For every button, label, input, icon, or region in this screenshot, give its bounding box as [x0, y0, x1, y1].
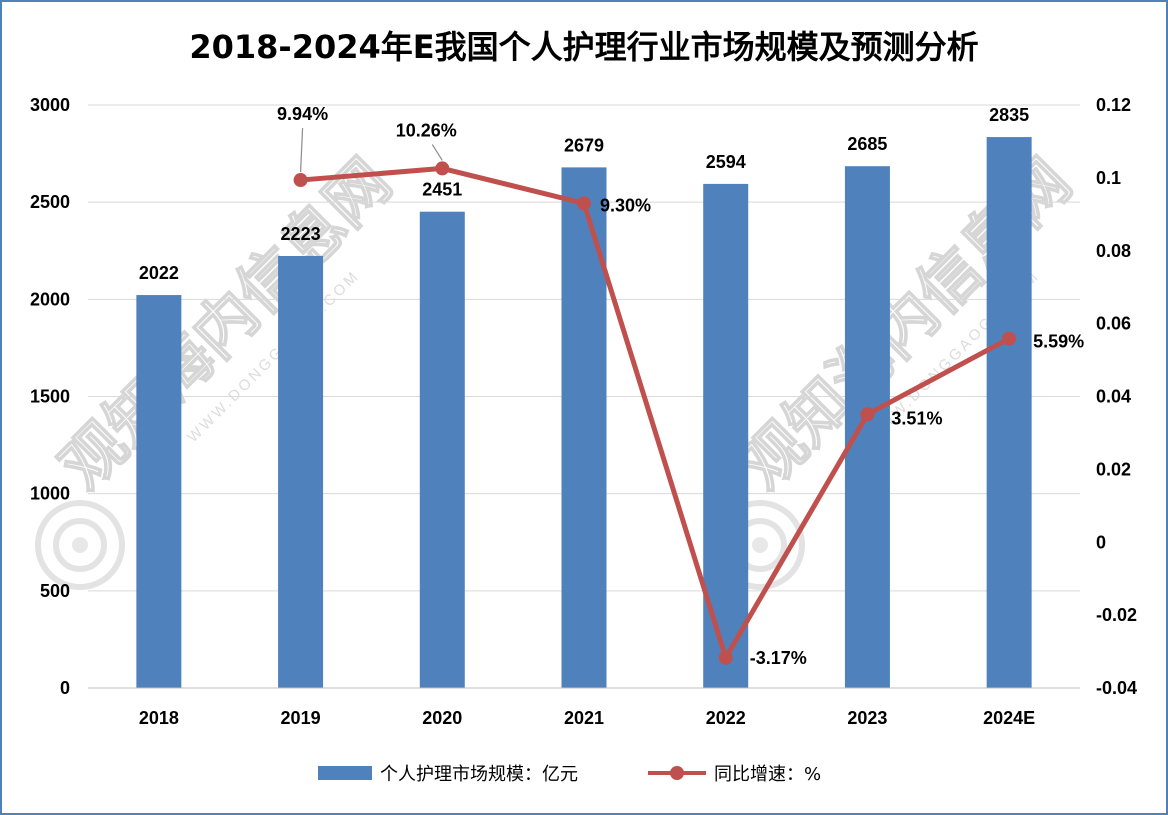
right-axis-tick-label: 0.06 — [1096, 314, 1131, 334]
right-axis-tick-label: 0.08 — [1096, 241, 1131, 261]
growth-value-label: 10.26% — [396, 120, 457, 140]
bar-value-label: 2022 — [139, 263, 179, 283]
right-axis-tick-label: -0.02 — [1096, 605, 1137, 625]
right-axis: -0.04 -0.02 0 0.02 0.04 0.06 0.08 0.1 0.12 — [1096, 95, 1137, 698]
left-axis-tick-label: 500 — [40, 581, 70, 601]
growth-marker — [577, 196, 591, 211]
legend-line-label: 同比增速：% — [714, 764, 821, 785]
left-axis-tick-label: 1500 — [30, 387, 70, 407]
chart-title: 2018-2024年E我国个人护理行业市场规模及预测分析 — [189, 28, 978, 66]
left-axis-tick-label: 2500 — [30, 192, 70, 212]
x-axis-tick-label: 2022 — [706, 708, 746, 728]
bar-labels: 2022 2223 2451 2679 2594 2685 2835 — [139, 105, 1029, 283]
left-axis: 0 500 1000 1500 2000 2500 3000 — [30, 95, 70, 698]
growth-value-label: 9.94% — [277, 104, 328, 124]
watermark-text-left: 观知海内信息网 — [46, 145, 405, 504]
bar-value-label: 2835 — [989, 105, 1029, 125]
x-axis: 2018 2019 2020 2021 2022 2023 2024E — [88, 687, 1080, 728]
growth-label-leader — [299, 128, 304, 173]
x-axis-tick-label: 2018 — [139, 708, 179, 728]
right-axis-tick-label: 0.1 — [1096, 168, 1121, 188]
bar — [278, 255, 324, 688]
growth-marker — [293, 173, 308, 188]
growth-marker — [860, 407, 875, 422]
growth-line — [300, 165, 1011, 661]
bar — [844, 166, 890, 689]
bar — [136, 295, 182, 688]
x-axis-tick-label: 2019 — [281, 708, 321, 728]
right-axis-tick-label: 0.04 — [1096, 387, 1131, 407]
left-axis-tick-label: 3000 — [30, 95, 70, 115]
x-axis-tick-label: 2020 — [422, 708, 462, 728]
legend: 个人护理市场规模：亿元 同比增速：% — [318, 764, 821, 785]
right-axis-tick-label: 0 — [1096, 532, 1106, 552]
left-axis-tick-label: 2000 — [30, 289, 70, 309]
left-axis-tick-label: 0 — [60, 678, 70, 698]
legend-bar-swatch — [318, 766, 372, 780]
growth-value-label: 9.30% — [600, 195, 651, 215]
bar — [986, 137, 1032, 688]
bar-value-label: 2223 — [281, 224, 321, 244]
growth-label-leader — [431, 144, 443, 161]
growth-value-label: 3.51% — [891, 408, 942, 428]
right-axis-tick-label: 0.12 — [1096, 95, 1131, 115]
bar-value-label: 2594 — [706, 152, 746, 172]
line-labels: 9.94% 10.26% 9.30% -3.17% 3.51% 5.59% — [277, 104, 1084, 668]
x-axis-tick-label: 2021 — [564, 708, 604, 728]
bar-value-label: 2451 — [422, 180, 462, 200]
growth-marker — [718, 650, 733, 665]
left-axis-tick-label: 1000 — [30, 484, 70, 504]
growth-value-label: 5.59% — [1033, 332, 1084, 352]
legend-line-marker — [670, 766, 684, 780]
bar-value-label: 2679 — [564, 135, 604, 155]
growth-value-label: -3.17% — [750, 648, 807, 668]
line-series — [293, 161, 1017, 665]
bar — [419, 211, 465, 688]
watermark-left: 观知海内信息网 WWW.DONGGAOGB.COM — [46, 144, 406, 504]
legend-bar-label: 个人护理市场规模：亿元 — [380, 764, 578, 785]
right-axis-tick-label: 0.02 — [1096, 459, 1131, 479]
growth-marker — [1002, 331, 1017, 346]
bar — [561, 167, 607, 689]
growth-marker — [435, 161, 450, 176]
watermark-logo-left — [35, 500, 125, 590]
right-axis-tick-label: -0.04 — [1096, 678, 1137, 698]
x-axis-tick-label: 2023 — [847, 708, 887, 728]
bar-value-label: 2685 — [847, 134, 887, 154]
x-axis-tick-label: 2024E — [983, 708, 1035, 728]
